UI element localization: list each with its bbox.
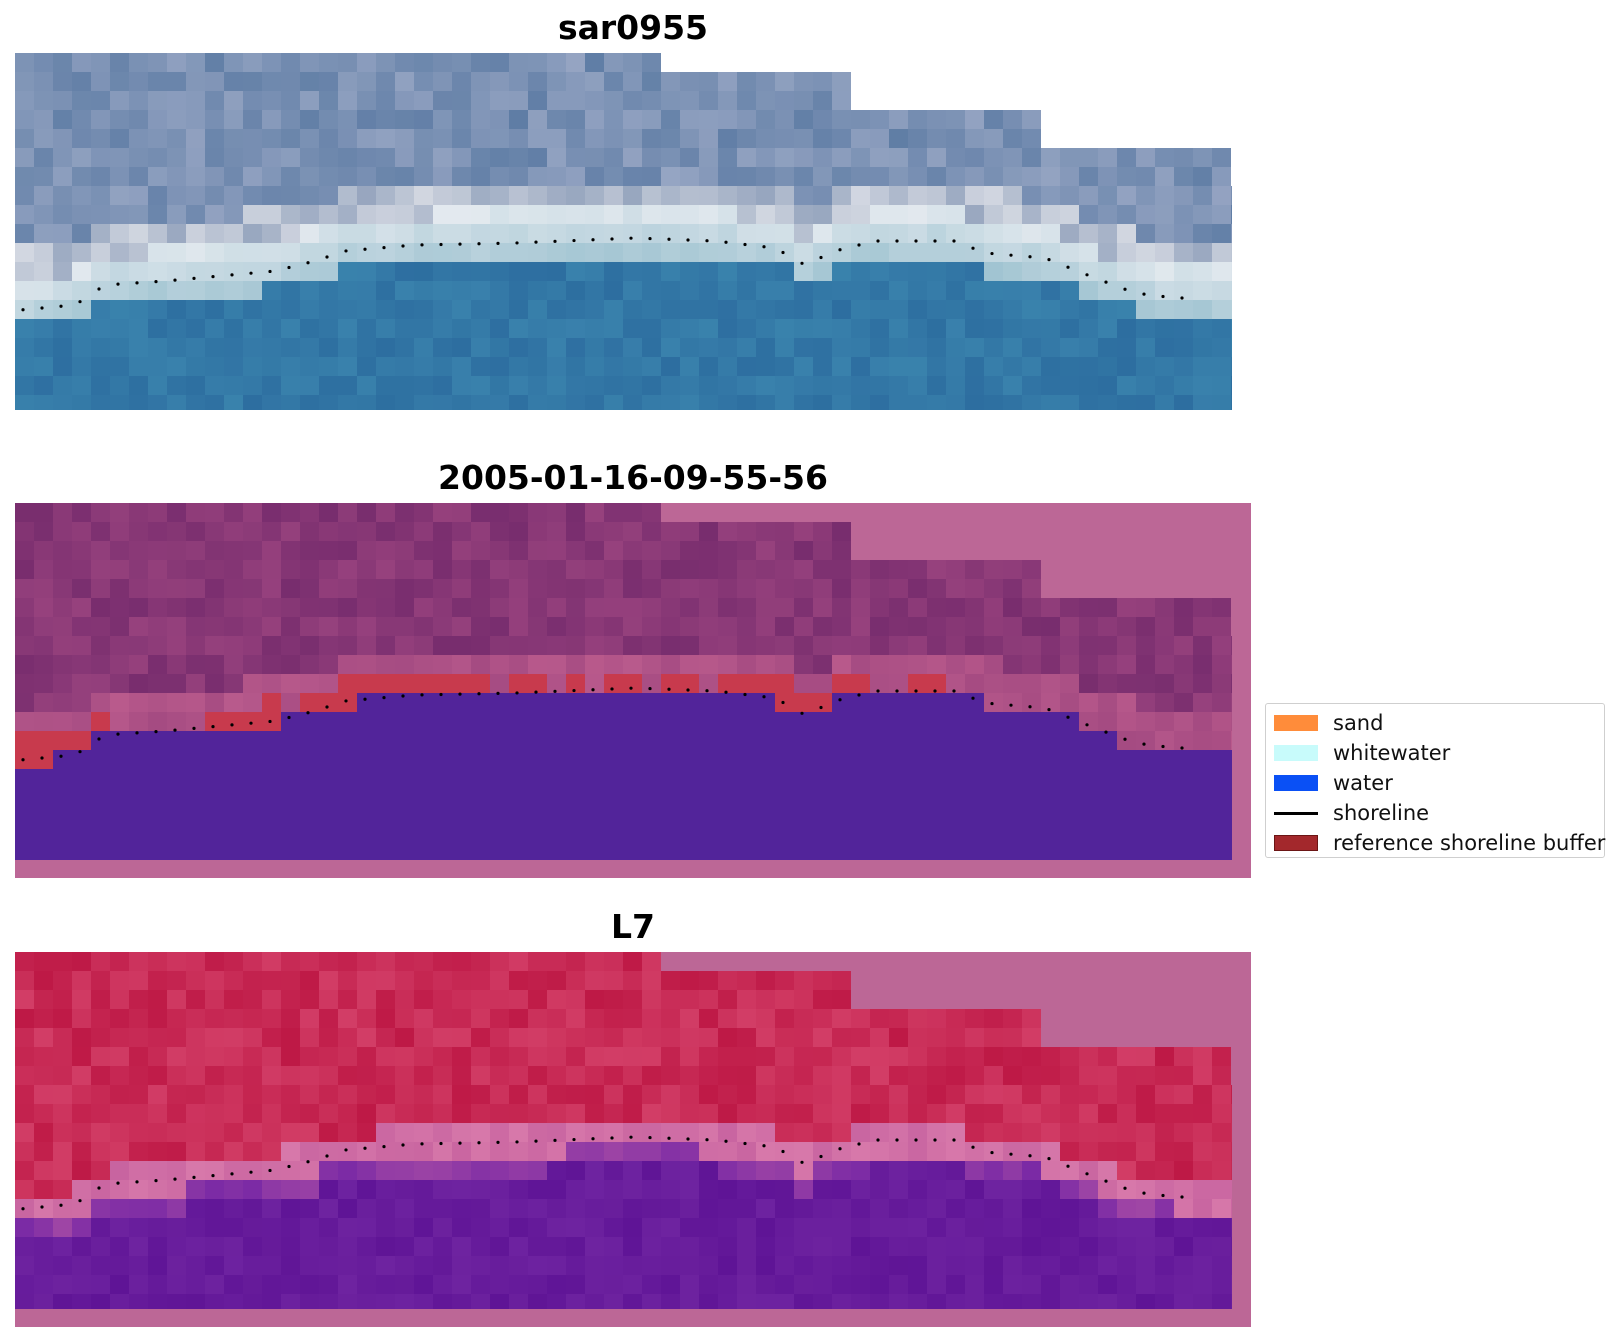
panel-title-1: sar0955 (557, 8, 709, 47)
rgb-image-panel (15, 53, 1251, 428)
legend-label: sand (1333, 711, 1384, 735)
panel-title-2: 2005-01-16-09-55-56 (438, 458, 828, 497)
classified-image-panel (15, 503, 1251, 878)
legend-item-shoreline: shoreline (1266, 798, 1604, 828)
legend-label: shoreline (1333, 801, 1430, 825)
image-pixels (15, 53, 1232, 410)
rgb-image (15, 53, 1232, 410)
whitewater-swatch (1274, 745, 1318, 761)
panel-title-3: L7 (611, 907, 655, 946)
sand-swatch (1274, 715, 1318, 731)
legend-item-water: water (1266, 768, 1604, 798)
nir-image-panel (15, 952, 1251, 1327)
shoreline-dots (21, 236, 1184, 312)
shoreline-dots (21, 1135, 1184, 1211)
legend-label: whitewater (1333, 741, 1451, 765)
nir-image (15, 952, 1251, 1327)
shoreline-dots (21, 686, 1184, 762)
legend-item-sand: sand (1266, 708, 1604, 738)
classified-image (15, 503, 1251, 878)
legend-item-buffer: reference shoreline buffer (1266, 828, 1606, 858)
legend-label: water (1333, 771, 1393, 795)
water-swatch (1274, 775, 1318, 791)
shoreline-line-swatch (1274, 812, 1318, 815)
legend-item-whitewater: whitewater (1266, 738, 1604, 768)
legend: sand whitewater water shoreline referenc… (1265, 703, 1605, 858)
image-pixels (15, 952, 1232, 1309)
legend-label: reference shoreline buffer (1333, 831, 1606, 855)
image-pixels (15, 503, 1232, 860)
buffer-swatch (1274, 835, 1318, 851)
